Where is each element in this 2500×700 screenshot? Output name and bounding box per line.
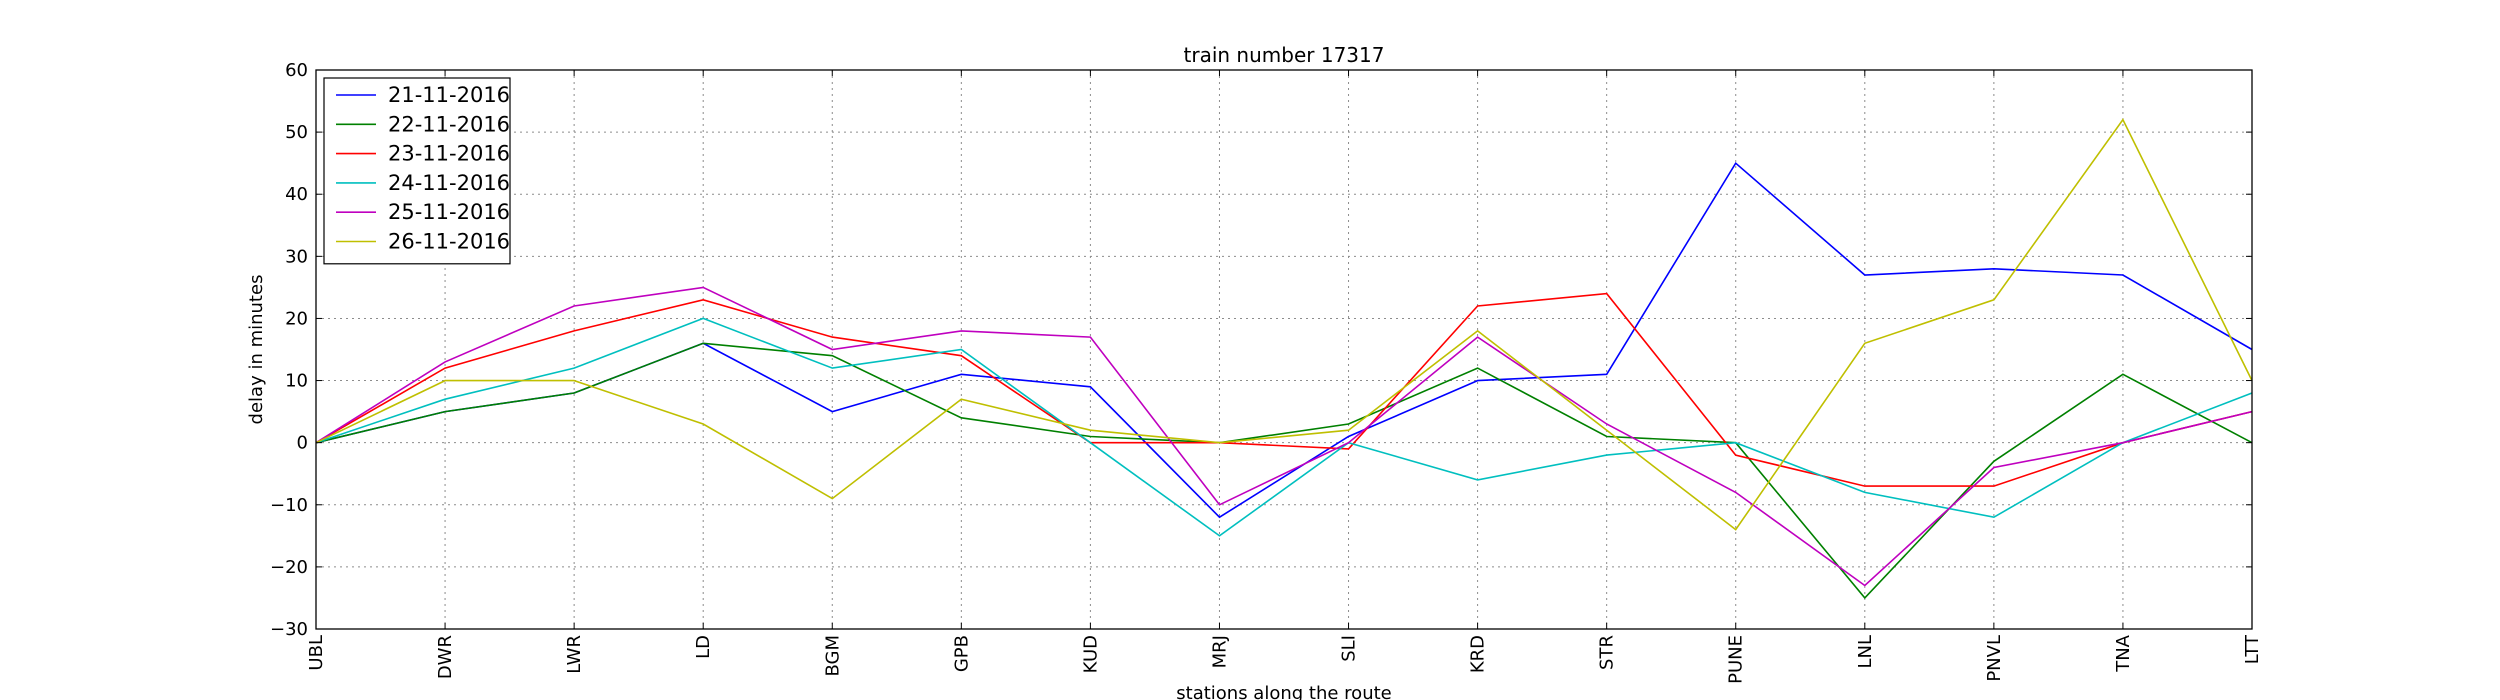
series-line bbox=[315, 118, 2253, 531]
y-tick-label: 20 bbox=[285, 308, 308, 329]
series-line bbox=[315, 161, 2253, 519]
series-line bbox=[315, 286, 2253, 587]
series-lines bbox=[315, 118, 2253, 600]
legend-label: 26-11-2016 bbox=[388, 230, 510, 254]
legend-label: 23-11-2016 bbox=[388, 142, 510, 166]
legend-label: 22-11-2016 bbox=[388, 112, 510, 136]
y-tick-label: 30 bbox=[285, 246, 308, 267]
series-line bbox=[315, 342, 2253, 600]
legend-box bbox=[323, 77, 511, 265]
x-tick-label: SLI bbox=[1339, 635, 1360, 662]
series-line bbox=[315, 292, 2253, 487]
x-tick-label: PUNE bbox=[1726, 635, 1747, 684]
legend-label: 21-11-2016 bbox=[388, 83, 510, 107]
y-tick-label: 50 bbox=[285, 122, 308, 143]
plot-frame bbox=[315, 69, 2253, 630]
x-tick-label: STR bbox=[1597, 635, 1618, 670]
y-tick-label: 40 bbox=[285, 184, 308, 205]
y-tick-label: 60 bbox=[285, 60, 308, 81]
legend-label: 25-11-2016 bbox=[388, 200, 510, 224]
y-tick-label: −10 bbox=[270, 495, 308, 516]
grid bbox=[315, 69, 2253, 630]
axis-ticks: −30 −20 −10 0 10 20 30 40 50 60 UBL DWR LWR LD BGM GPB K… bbox=[270, 60, 2263, 684]
x-tick-label: KRD bbox=[1468, 635, 1489, 673]
y-tick-label: −20 bbox=[270, 557, 308, 578]
x-tick-label: GPB bbox=[951, 635, 972, 672]
x-axis-label: stations along the route bbox=[1176, 683, 1391, 700]
legend: 21-11-2016 22-11-2016 23-11-2016 24-11-2016… bbox=[323, 77, 511, 265]
x-tick-label: LD bbox=[693, 635, 714, 659]
x-tick-label: LWR bbox=[564, 635, 585, 674]
x-tick-label: KUD bbox=[1080, 635, 1101, 673]
legend-label: 24-11-2016 bbox=[388, 171, 510, 195]
y-tick-label: 0 bbox=[297, 433, 308, 454]
x-tick-label: PNVL bbox=[1984, 635, 2005, 682]
y-tick-label: 10 bbox=[285, 371, 308, 392]
chart-title: train number 17317 bbox=[1184, 43, 1385, 67]
x-tick-label: TNA bbox=[2113, 634, 2134, 672]
series-line bbox=[315, 317, 2253, 537]
x-tick-label: BGM bbox=[822, 635, 843, 677]
x-tick-label: UBL bbox=[306, 635, 327, 671]
x-tick-label: DWR bbox=[435, 635, 456, 679]
x-tick-label: LTT bbox=[2242, 634, 2263, 664]
x-tick-label: MRJ bbox=[1209, 635, 1230, 668]
x-tick-label: LNL bbox=[1855, 635, 1876, 669]
y-axis-label: delay in minutes bbox=[246, 275, 267, 425]
y-tick-label: −30 bbox=[270, 619, 308, 640]
